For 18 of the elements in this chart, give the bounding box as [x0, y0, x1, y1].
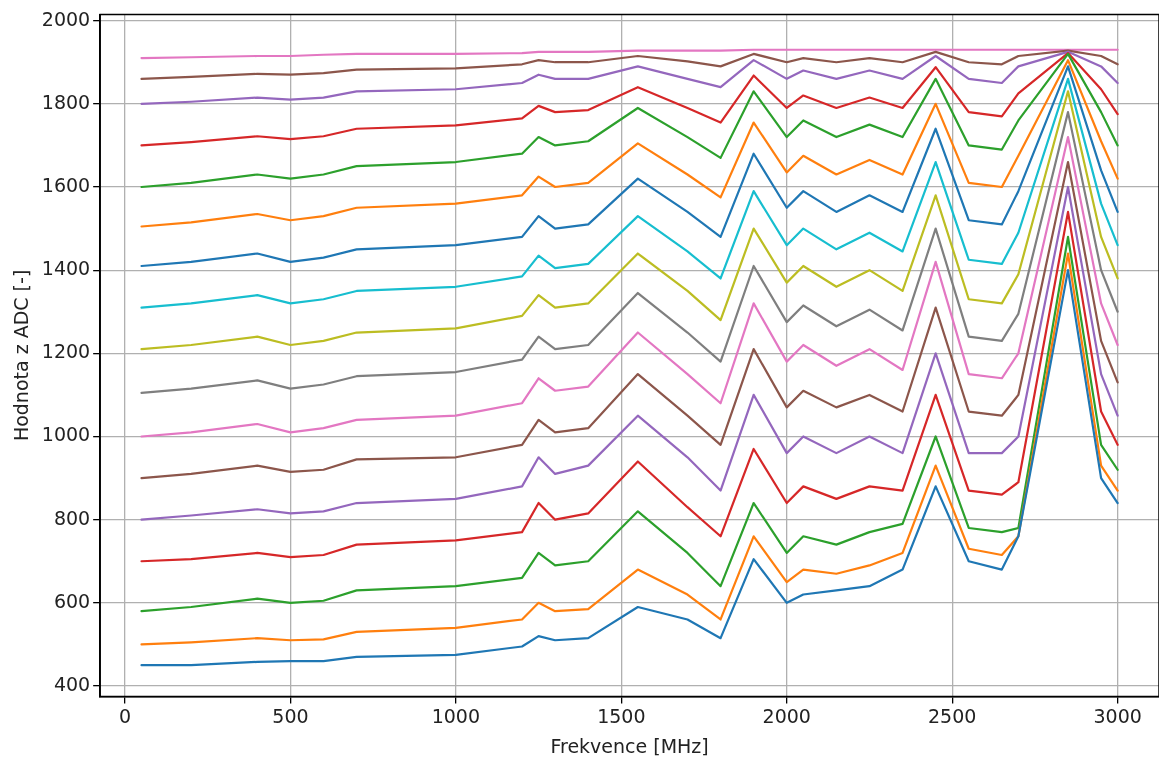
y-tick-label: 1200 — [41, 340, 91, 363]
y-tick-label: 1600 — [41, 173, 91, 196]
x-tick-label: 1000 — [431, 704, 481, 727]
y-tick-label: 1800 — [41, 90, 91, 113]
y-tick-label: 800 — [53, 506, 91, 529]
y-axis-title: Hodnota z ADC [-] — [10, 269, 33, 442]
x-tick-label: 3000 — [1093, 704, 1142, 727]
y-tick-label: 1400 — [41, 257, 91, 280]
x-tick-label: 1500 — [597, 704, 646, 727]
x-axis-title: Frekvence [MHz] — [550, 734, 709, 757]
y-tick-label: 400 — [53, 672, 91, 695]
y-tick-label: 1000 — [41, 423, 91, 446]
x-tick-label: 500 — [272, 704, 309, 727]
x-tick-label: 0 — [118, 704, 132, 727]
x-tick-label: 2500 — [928, 704, 977, 727]
x-tick-label: 2000 — [762, 704, 811, 727]
y-tick-label: 2000 — [41, 7, 91, 30]
y-tick-label: 600 — [53, 589, 91, 612]
